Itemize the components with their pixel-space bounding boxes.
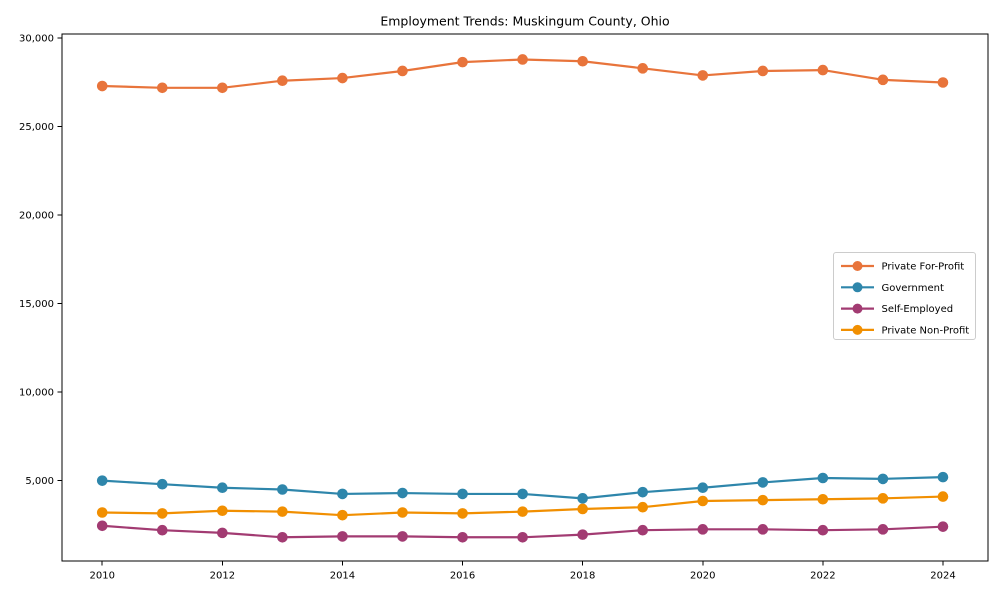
data-point (337, 72, 348, 84)
data-point (457, 508, 468, 519)
legend-marker (852, 282, 863, 293)
data-point (277, 75, 288, 87)
data-point (156, 524, 168, 536)
data-point (337, 488, 348, 500)
x-tick-label: 2016 (450, 571, 475, 582)
x-tick-label: 2024 (930, 571, 955, 582)
data-point (757, 65, 769, 77)
data-point (877, 473, 889, 485)
data-point (457, 488, 468, 500)
data-point (697, 482, 709, 494)
series-lines (96, 54, 949, 543)
x-tick-label: 2010 (90, 571, 115, 582)
plot-frame (61, 33, 989, 562)
data-point (96, 80, 108, 92)
data-point (96, 475, 108, 486)
data-point (217, 505, 228, 517)
data-point (637, 486, 649, 498)
chart-title: Employment Trends: Muskingum County, Ohi… (380, 14, 669, 29)
legend-label: Self-Employed (882, 304, 954, 315)
y-tick-label: 5,000 (25, 476, 54, 487)
data-point (397, 531, 408, 542)
data-point (96, 520, 108, 532)
data-point (757, 494, 769, 506)
x-axis: 2010 2012 2014 2016 2018 2020 2022 2024 (90, 561, 956, 582)
data-point (637, 524, 649, 536)
data-point (697, 70, 709, 81)
data-point (217, 527, 228, 539)
data-point (277, 484, 288, 495)
data-point (817, 64, 829, 76)
data-point (156, 82, 168, 94)
series-self-employed (96, 520, 949, 543)
y-tick-label: 25,000 (19, 122, 54, 133)
y-tick-label: 20,000 (19, 211, 54, 222)
x-tick-label: 2014 (330, 571, 355, 582)
data-point (156, 478, 168, 490)
data-point (457, 531, 468, 543)
data-point (217, 82, 228, 94)
data-point (697, 495, 709, 507)
data-point (817, 524, 829, 536)
legend-label: Private For-Profit (882, 262, 965, 273)
data-point (397, 487, 408, 499)
legend-label: Government (882, 283, 944, 294)
x-tick-label: 2020 (690, 571, 715, 582)
data-point (397, 65, 408, 77)
data-point (517, 531, 528, 543)
data-point (577, 493, 588, 504)
y-tick-label: 15,000 (19, 299, 54, 310)
legend-marker (852, 261, 863, 271)
data-point (96, 507, 108, 518)
series-government (96, 471, 949, 504)
data-point (517, 506, 528, 517)
data-point (277, 531, 288, 543)
legend: Private For-Profit Government Self-Employe… (833, 252, 976, 340)
data-point (937, 521, 949, 532)
y-tick-label: 30,000 (19, 34, 54, 45)
data-point (877, 493, 889, 504)
y-axis: 5,000 10,000 15,000 20,000 25,000 30,000 (19, 34, 62, 487)
y-tick-label: 10,000 (19, 388, 54, 399)
data-point (637, 63, 649, 74)
series-private-non-profit (96, 491, 949, 521)
data-point (937, 491, 949, 502)
legend-label: Private Non-Profit (882, 325, 970, 336)
legend-item-private-for-profit: Private For-Profit (841, 261, 964, 273)
legend-box (833, 252, 976, 340)
data-point (517, 488, 528, 500)
data-point (817, 472, 829, 484)
data-point (156, 508, 168, 519)
data-point (877, 74, 889, 86)
data-point (697, 524, 709, 535)
series-private-for-profit (96, 54, 949, 94)
data-point (577, 529, 588, 540)
data-point (457, 56, 468, 68)
data-point (337, 531, 348, 542)
data-point (757, 524, 769, 535)
data-point (577, 503, 588, 515)
legend-item-private-non-profit: Private Non-Profit (841, 324, 970, 336)
data-point (277, 506, 288, 517)
data-point (937, 471, 949, 483)
legend-marker (852, 303, 863, 314)
x-tick-label: 2018 (570, 571, 595, 582)
data-point (637, 501, 649, 513)
data-point (817, 493, 829, 505)
legend-marker (852, 324, 863, 335)
legend-item-self-employed: Self-Employed (841, 303, 954, 315)
legend-item-government: Government (841, 282, 944, 294)
x-tick-label: 2022 (810, 571, 835, 582)
data-point (337, 509, 348, 521)
data-point (877, 524, 889, 535)
data-point (757, 477, 769, 488)
data-point (217, 482, 228, 494)
data-point (577, 55, 588, 67)
data-point (937, 77, 949, 88)
data-point (397, 507, 408, 518)
data-point (517, 54, 528, 65)
x-tick-label: 2012 (210, 571, 235, 582)
